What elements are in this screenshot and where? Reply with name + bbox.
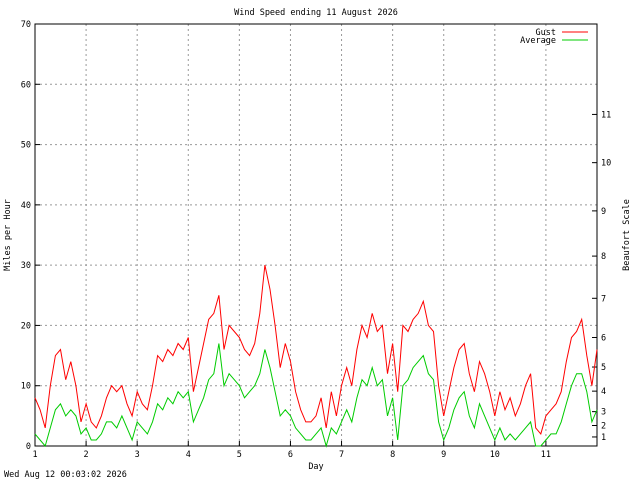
x-tick-label: 5 (237, 450, 242, 460)
series-lines (34, 264, 598, 448)
x-tick-label: 10 (490, 450, 500, 460)
y-tick-label: 0 (26, 442, 31, 452)
chart-title: Wind Speed ending 11 August 2026 (234, 8, 398, 18)
y-tick-label: 50 (21, 141, 31, 151)
y2-tick-label: 2 (601, 422, 606, 432)
y2-tick-label: 6 (601, 333, 606, 343)
footer-timestamp: Wed Aug 12 00:03:02 2026 (4, 470, 127, 480)
y2-tick-label: 8 (601, 252, 606, 262)
x-tick-label: 1 (32, 450, 37, 460)
x-tick-label: 4 (186, 450, 191, 460)
x-tick-label: 9 (441, 450, 446, 460)
y2-tick-label: 5 (601, 363, 606, 373)
series-line-gust (34, 264, 598, 435)
y-axis-ticks: 0 10 20 30 40 50 60 70 (21, 20, 40, 452)
x-axis-ticks: 1 2 3 4 5 6 7 8 9 10 11 (32, 441, 551, 460)
x-tick-label: 8 (390, 450, 395, 460)
y2-tick-label: 4 (601, 387, 606, 397)
y2-tick-label: 7 (601, 294, 606, 304)
y-tick-label: 60 (21, 80, 31, 90)
y2-tick-label: 10 (601, 159, 611, 169)
y-axis-label: Miles per Hour (3, 199, 13, 271)
y-tick-label: 40 (21, 201, 31, 211)
y2-tick-label: 1 (601, 433, 606, 443)
legend-label-gust: Gust (536, 28, 556, 38)
y2-tick-label: 9 (601, 207, 606, 217)
legend-label-average: Average (520, 36, 556, 46)
series-line-average (34, 343, 598, 448)
y2-tick-label: 3 (601, 408, 606, 418)
y-tick-label: 10 (21, 382, 31, 392)
x-tick-label: 2 (84, 450, 89, 460)
x-tick-label: 7 (339, 450, 344, 460)
plot-frame (34, 23, 598, 447)
x-axis-label: Day (308, 462, 323, 472)
y2-axis-ticks: 12 3 4 5 6 7 8 9 10 11 (592, 110, 611, 443)
y2-axis-label: Beaufort Scale (622, 199, 632, 271)
y-tick-label: 30 (21, 261, 31, 271)
grid-lines (35, 24, 597, 446)
y2-tick-label: 11 (601, 110, 611, 120)
x-tick-label: 6 (288, 450, 293, 460)
x-tick-label: 3 (135, 450, 140, 460)
legend: Gust Average (520, 28, 588, 46)
x-tick-label: 11 (541, 450, 551, 460)
y-tick-label: 70 (21, 20, 31, 30)
y-tick-label: 20 (21, 321, 31, 331)
